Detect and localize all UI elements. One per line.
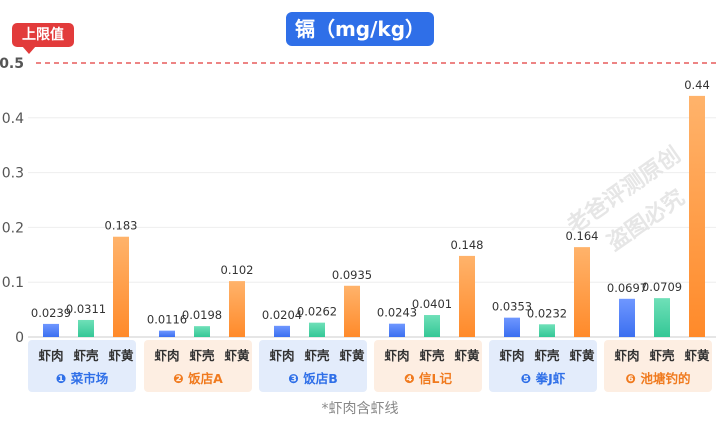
data-label: 0.0243 xyxy=(377,306,417,320)
part-label: 虾肉 xyxy=(384,348,409,363)
data-label: 0.0353 xyxy=(492,300,532,314)
data-label: 0.0204 xyxy=(262,308,302,322)
bar-shell xyxy=(654,298,670,337)
bar-shell xyxy=(78,319,94,337)
bar-shell xyxy=(539,324,555,337)
data-label: 0.0198 xyxy=(182,308,222,322)
y-tick-label: 0.5 xyxy=(0,56,24,72)
data-label: 0.164 xyxy=(566,229,599,243)
data-label: 0.0935 xyxy=(332,268,372,282)
group-label: ❺ 拳J虾 xyxy=(521,371,566,386)
group-label-bg xyxy=(489,340,597,392)
bar-meat xyxy=(274,325,290,337)
part-label: 虾肉 xyxy=(499,348,524,363)
bar-roe xyxy=(689,95,705,337)
bar-shell xyxy=(194,326,210,337)
part-label: 虾肉 xyxy=(154,348,179,363)
data-label: 0.0239 xyxy=(31,306,71,320)
data-label: 0.44 xyxy=(684,78,710,92)
part-label: 虾黄 xyxy=(224,348,250,363)
y-tick-label: 0.3 xyxy=(2,166,24,182)
footnote: *虾肉含虾线 xyxy=(321,401,399,417)
part-label: 虾黄 xyxy=(339,348,365,363)
data-label: 0.0401 xyxy=(412,297,452,311)
part-label: 虾黄 xyxy=(684,348,710,363)
bar-roe xyxy=(113,236,129,337)
limit-badge: 上限值 xyxy=(12,23,74,54)
y-tick-label: 0.1 xyxy=(2,275,24,291)
data-label: 0.0709 xyxy=(642,280,682,294)
bar-roe xyxy=(574,247,590,337)
y-tick-label: 0 xyxy=(15,330,24,346)
group-label: ❸ 饭店B xyxy=(288,371,337,386)
group-label: ❻ 池塘钓的 xyxy=(626,371,691,386)
group-label-bg xyxy=(144,340,252,392)
group-label: ❹ 信L记 xyxy=(404,371,452,386)
part-label: 虾肉 xyxy=(614,348,639,363)
data-label: 0.183 xyxy=(105,219,138,233)
part-label: 虾黄 xyxy=(454,348,480,363)
data-label: 0.0697 xyxy=(607,281,647,295)
y-tick-label: 0.4 xyxy=(2,111,24,127)
bar-meat xyxy=(43,323,59,337)
part-label: 虾壳 xyxy=(189,348,215,363)
y-tick-label: 0.2 xyxy=(2,220,24,236)
group-label: ❶ 菜市场 xyxy=(56,371,108,386)
bar-meat xyxy=(159,330,175,337)
chart-title: 镉（mg/kg） xyxy=(286,12,434,46)
part-label: 虾肉 xyxy=(38,348,63,363)
bar-meat xyxy=(504,317,520,337)
data-label: 0.0116 xyxy=(147,313,187,327)
data-label: 0.0311 xyxy=(66,302,106,316)
data-label: 0.148 xyxy=(451,238,484,252)
data-label: 0.0262 xyxy=(297,305,337,319)
part-label: 虾壳 xyxy=(649,348,675,363)
part-label: 虾壳 xyxy=(304,348,330,363)
data-label: 0.0232 xyxy=(527,306,567,320)
part-label: 虾壳 xyxy=(419,348,445,363)
part-label: 虾壳 xyxy=(73,348,99,363)
part-label: 虾肉 xyxy=(269,348,294,363)
part-label: 虾黄 xyxy=(569,348,595,363)
group-label-bg xyxy=(259,340,367,392)
bar-roe xyxy=(344,285,360,337)
bar-meat xyxy=(389,323,405,337)
group-label-bg xyxy=(28,340,136,392)
group-label: ❷ 饭店A xyxy=(173,371,223,386)
group-label-bg xyxy=(374,340,482,392)
data-label: 0.102 xyxy=(221,263,254,277)
group-label-bg xyxy=(604,340,712,392)
bar-meat xyxy=(619,298,635,337)
bar-shell xyxy=(424,315,440,337)
bar-shell xyxy=(309,322,325,337)
part-label: 虾黄 xyxy=(108,348,134,363)
bar-roe xyxy=(229,281,245,337)
part-label: 虾壳 xyxy=(534,348,560,363)
bar-roe xyxy=(459,255,475,337)
